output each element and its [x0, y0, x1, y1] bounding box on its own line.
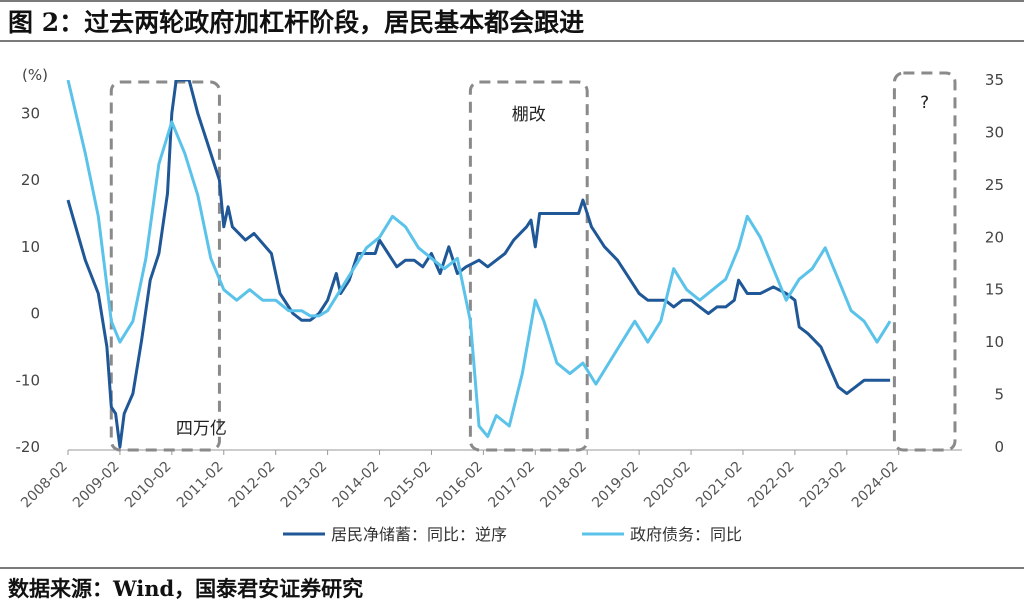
title-rule	[0, 40, 1024, 42]
x-axis-tick-label: 2017-02	[485, 459, 538, 512]
source-note: 数据来源：Wind，国泰君安证券研究	[8, 576, 364, 601]
left-axis-tick-label: -20	[16, 438, 41, 456]
annotation-label: ?	[920, 93, 929, 113]
x-axis-tick-label: 2024-02	[849, 459, 902, 512]
right-axis-tick-label: 15	[985, 281, 1004, 299]
x-axis-tick-label: 2014-02	[330, 459, 383, 512]
right-axis-tick-label: 5	[994, 386, 1004, 404]
annotation-box	[892, 71, 957, 452]
bottom-rule	[0, 567, 1024, 569]
line-chart: -20 -10 0 10 20 30 (%) 0 5 10 15 20 25 30 35 2008-02 200…	[16, 66, 1005, 544]
legend-label: 居民净储蓄：同比：逆序	[331, 525, 507, 544]
series-line-household	[66, 80, 891, 449]
annotation-label: 四万亿	[176, 419, 227, 439]
x-axis-tick-label: 2010-02	[122, 459, 175, 512]
left-axis-tick-label: -10	[16, 371, 41, 389]
right-axis-tick-label: 0	[994, 438, 1004, 456]
x-axis-tick-label: 2020-02	[641, 459, 694, 512]
left-axis-tick-label: 0	[30, 305, 40, 323]
right-axis-tick-label: 35	[985, 71, 1004, 89]
x-axis-tick-label: 2016-02	[434, 459, 487, 512]
x-axis-tick-label: 2018-02	[537, 459, 590, 512]
x-axis-tick-label: 2019-02	[589, 459, 642, 512]
x-axis-tick-label: 2009-02	[70, 459, 123, 512]
right-axis-tick-label: 30	[985, 123, 1004, 141]
x-axis-tick-label: 2021-02	[693, 459, 746, 512]
figure-title: 图 2：过去两轮政府加杠杆阶段，居民基本都会跟进	[8, 8, 585, 37]
series-line-government	[66, 80, 892, 438]
right-axis-tick-label: 25	[985, 176, 1004, 194]
x-axis-tick-label: 2023-02	[797, 459, 850, 512]
top-rule	[0, 0, 1024, 2]
x-axis-tick-label: 2013-02	[278, 459, 331, 512]
right-axis-tick-label: 20	[985, 228, 1004, 246]
x-axis-tick-label: 2022-02	[745, 459, 798, 512]
left-axis-tick-label: 10	[21, 238, 40, 256]
x-axis-tick-label: 2015-02	[382, 459, 435, 512]
left-axis-tick-label: 30	[21, 104, 40, 122]
x-axis-tick-label: 2008-02	[18, 459, 71, 512]
legend-label: 政府债务：同比	[630, 525, 742, 544]
right-axis-tick-label: 10	[985, 333, 1004, 351]
annotation-label: 棚改	[512, 105, 546, 125]
left-axis-tick-label: 20	[21, 171, 40, 189]
x-axis-tick-label: 2012-02	[226, 459, 279, 512]
x-axis-tick-label: 2011-02	[174, 459, 227, 512]
left-axis-unit: (%)	[22, 66, 48, 84]
annotation-box	[109, 80, 221, 452]
